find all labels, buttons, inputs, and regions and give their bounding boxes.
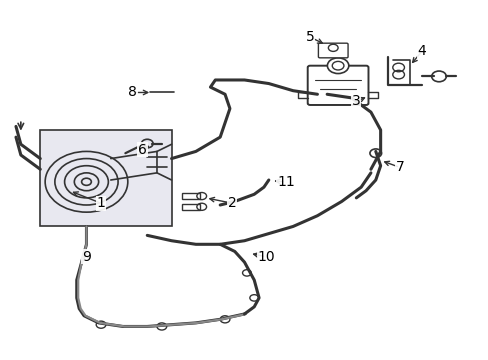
Text: 5: 5 xyxy=(305,30,314,44)
FancyBboxPatch shape xyxy=(318,43,347,58)
Text: 6: 6 xyxy=(138,143,146,157)
Text: 1: 1 xyxy=(97,196,105,210)
Bar xyxy=(182,204,200,210)
FancyBboxPatch shape xyxy=(40,130,171,226)
Text: 4: 4 xyxy=(417,44,426,58)
FancyBboxPatch shape xyxy=(307,66,368,105)
Text: 8: 8 xyxy=(128,85,137,99)
Text: 3: 3 xyxy=(351,94,360,108)
Bar xyxy=(182,193,200,199)
Text: 7: 7 xyxy=(395,161,404,175)
Circle shape xyxy=(327,58,348,73)
Text: 10: 10 xyxy=(257,250,275,264)
Text: 2: 2 xyxy=(227,196,236,210)
Text: 9: 9 xyxy=(82,250,91,264)
Text: 11: 11 xyxy=(276,175,294,189)
